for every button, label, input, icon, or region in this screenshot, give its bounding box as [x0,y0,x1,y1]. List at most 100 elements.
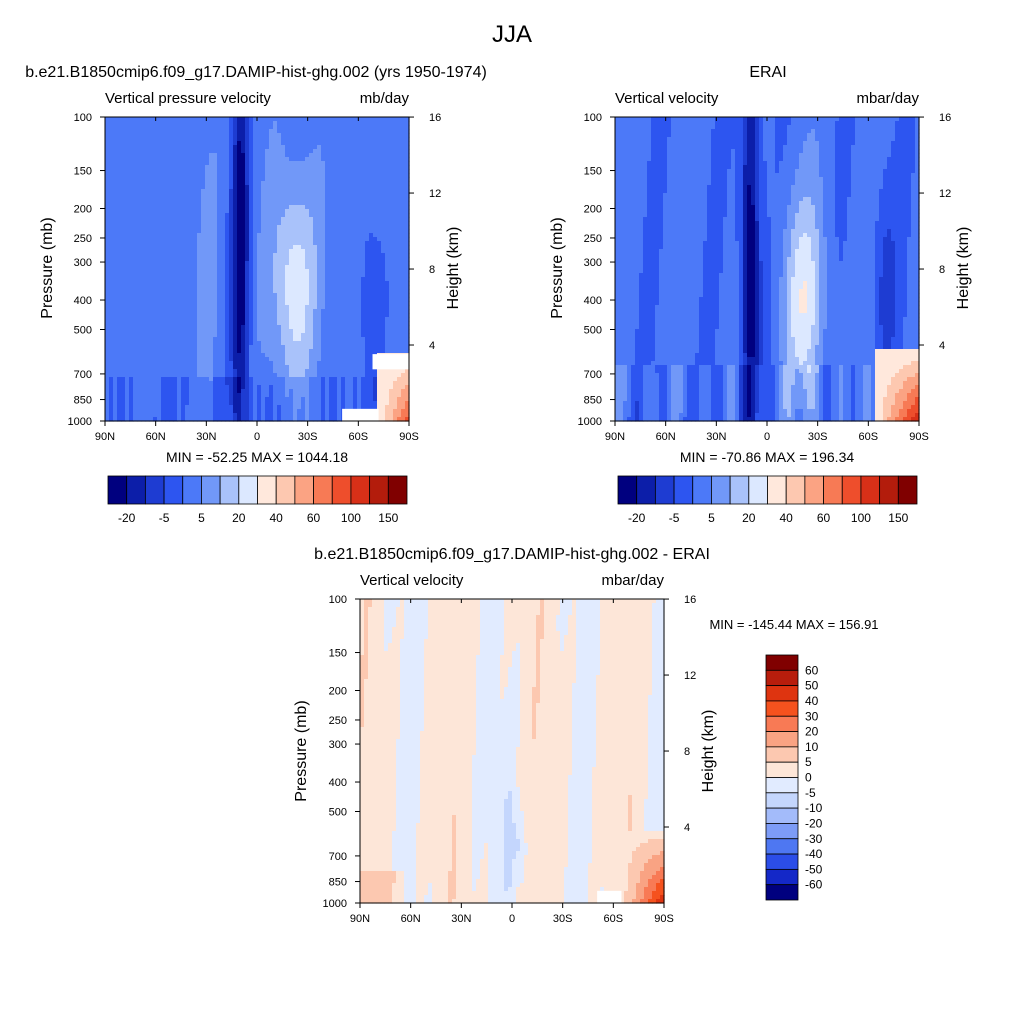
contour-cell [205,269,210,274]
contour-cell [265,157,270,162]
contour-cell [109,153,114,158]
contour-cell [297,141,302,146]
contour-cell [105,321,110,326]
contour-cell [117,177,122,182]
contour-cell [321,145,326,150]
contour-cell [329,325,334,330]
contour-cell [313,145,318,150]
contour-cell [173,417,178,422]
contour-cell [357,149,362,154]
contour-cell [245,129,250,134]
contour-cell [353,245,358,250]
contour-cell [237,301,242,306]
contour-cell [109,205,114,210]
contour-cell [273,177,278,182]
contour-cell [289,149,294,154]
contour-cell [149,125,154,130]
contour-cell [249,269,254,274]
contour-cell [125,369,130,374]
contour-cell [133,373,138,378]
contour-cell [233,205,238,210]
contour-cell [109,253,114,258]
contour-cell [209,185,214,190]
contour-cell [117,397,122,402]
contour-cell [345,349,350,354]
contour-cell [329,413,334,418]
contour-cell [121,201,126,206]
contour-cell [177,249,182,254]
contour-cell [233,165,238,170]
contour-cell [125,197,130,202]
contour-cell [361,285,366,290]
contour-cell [161,409,166,414]
contour-cell [109,353,114,358]
contour-cell [325,125,330,130]
contour-cell [213,213,218,218]
contour-cell [305,369,310,374]
contour-cell [241,313,246,318]
contour-cell [289,365,294,370]
contour-cell [109,301,114,306]
contour-cell [177,241,182,246]
contour-cell [121,377,126,382]
contour-cell [237,305,242,310]
contour-cell [357,405,362,410]
contour-cell [257,305,262,310]
contour-cell [181,409,186,414]
contour-cell [313,193,318,198]
contour-cell [109,217,114,222]
contour-cell [321,321,326,326]
contour-cell [157,401,162,406]
contour-cell [109,369,114,374]
contour-cell [301,301,306,306]
contour-cell [165,413,170,418]
contour-cell [113,205,118,210]
contour-cell [349,309,354,314]
contour-cell [261,373,266,378]
contour-cell [149,189,154,194]
contour-cell [361,217,366,222]
contour-cell [361,201,366,206]
contour-cell [249,121,254,126]
contour-cell [117,349,122,354]
contour-cell [141,337,146,342]
contour-cell [189,209,194,214]
contour-cell [241,257,246,262]
contour-cell [265,209,270,214]
contour-cell [281,205,286,210]
contour-cell [177,409,182,414]
contour-cell [305,333,310,338]
contour-cell [353,257,358,262]
contour-cell [105,405,110,410]
contour-cell [325,161,330,166]
contour-cell [365,145,370,150]
contour-cell [365,221,370,226]
contour-cell [121,197,126,202]
contour-cell [113,309,118,314]
contour-cell [321,165,326,170]
contour-cell [105,181,110,186]
contour-cell [137,237,142,242]
contour-cell [213,305,218,310]
contour-cell [337,249,342,254]
contour-cell [277,157,282,162]
contour-cell [325,393,330,398]
contour-cell [309,145,314,150]
contour-cell [229,309,234,314]
contour-cell [361,117,366,122]
contour-cell [225,305,230,310]
contour-cell [265,405,270,410]
contour-cell [357,237,362,242]
contour-cell [237,333,242,338]
contour-cell [265,193,270,198]
contour-cell [109,285,114,290]
contour-cell [345,173,350,178]
contour-cell [157,185,162,190]
contour-cell [109,249,114,254]
contour-cell [305,349,310,354]
contour-cell [197,241,202,246]
contour-cell [137,201,142,206]
contour-cell [249,201,254,206]
contour-cell [213,133,218,138]
contour-cell [109,289,114,294]
